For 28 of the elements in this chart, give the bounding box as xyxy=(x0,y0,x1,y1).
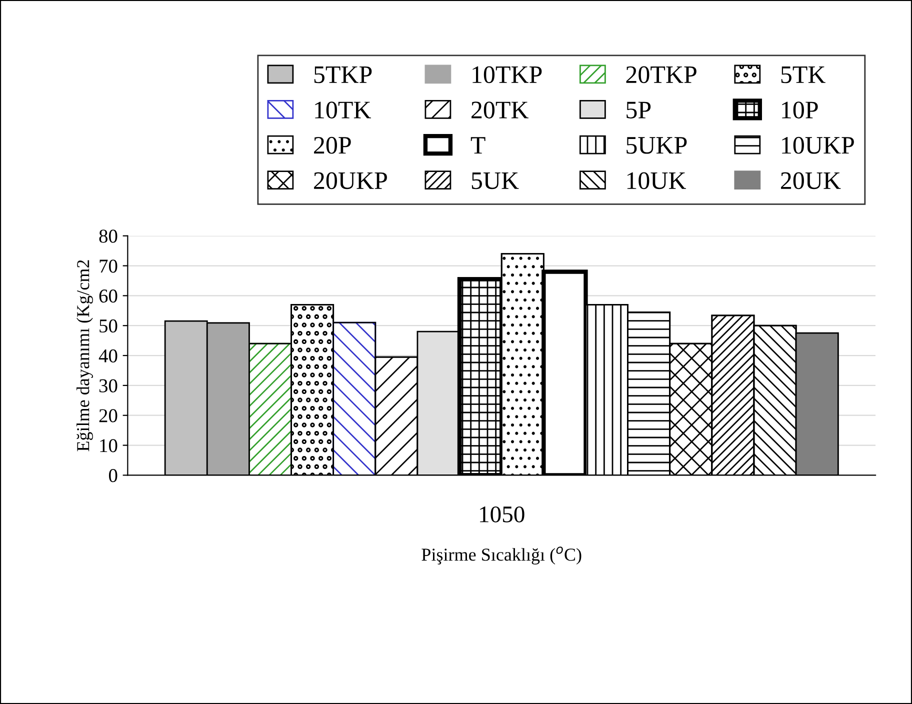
y-tick-label: 10 xyxy=(100,439,118,452)
legend-label: 20TK xyxy=(472,102,529,118)
legend-label: 5UK xyxy=(472,172,519,190)
legend-label: 20P xyxy=(314,136,351,154)
x-axis-title: Pişirme Sıcaklığı ($^{o}$C) xyxy=(422,546,582,564)
y-tick-label: 60 xyxy=(99,289,118,303)
y-tick-label: 30 xyxy=(99,379,118,392)
legend-label: 10UK xyxy=(627,172,686,190)
y-tick-label: 80 xyxy=(99,230,118,243)
legend-label: 10TK xyxy=(315,102,372,118)
legend-label: T xyxy=(470,137,486,154)
y-tick-label: 40 xyxy=(98,349,118,362)
y-tick-label: 50 xyxy=(100,319,118,333)
legend-label: 10TKP xyxy=(472,66,542,84)
legend-label: 5TK xyxy=(781,66,826,84)
legend-label: 20UK xyxy=(781,172,841,190)
legend-label: 10P xyxy=(782,102,818,118)
y-tick-label: 0 xyxy=(108,469,118,482)
y-tick-label: 70 xyxy=(100,260,118,273)
legend-label: 10UKP xyxy=(782,136,854,154)
legend-label: 20UKP xyxy=(314,172,387,190)
x-tick-label: 1050 xyxy=(480,506,524,522)
legend-label: 5TKP xyxy=(314,66,372,84)
y-axis-title: Eğilme dayanımı (Kg/cm2 xyxy=(76,260,93,452)
y-tick-label: 20 xyxy=(99,409,118,422)
legend-label: 5UKP xyxy=(626,137,687,154)
legend-label: 5P xyxy=(626,102,651,118)
legend-label: 20TKP xyxy=(626,66,696,84)
